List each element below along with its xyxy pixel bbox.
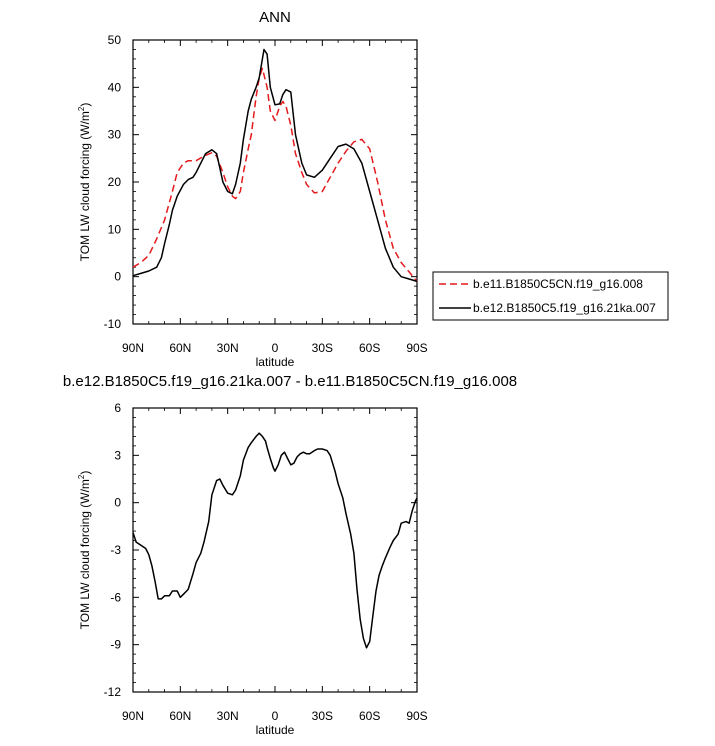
series-line-1 [132, 67, 418, 282]
y-axis-label-main: TOM LW cloud forcing (W/m [78, 111, 92, 261]
y-axis-label-superscript: 2 [77, 474, 86, 479]
plot-frame [132, 407, 418, 693]
legend-label-1: b.e11.B1850C5CN.f19_g16.008 [473, 277, 643, 291]
legend-label-2: b.e12.B1850C5.f19_g16.21ka.007 [473, 301, 656, 315]
y-axis-label-main: TOM LW cloud forcing (W/m [78, 479, 92, 629]
x-tick-label: 30N [217, 341, 239, 355]
y-tick-label: -3 [110, 543, 121, 557]
series-line-2 [132, 48, 418, 283]
y-tick-label: 50 [108, 33, 122, 47]
y-axis-label: TOM LW cloud forcing (W/m2) [77, 103, 92, 262]
y-axis-label: TOM LW cloud forcing (W/m2) [77, 471, 92, 630]
x-tick-label: 30S [312, 709, 333, 723]
chart-title: ANN [259, 9, 291, 26]
y-tick-label: 0 [114, 270, 121, 284]
x-tick-label: 60S [359, 709, 380, 723]
y-tick-label: 30 [108, 128, 122, 142]
legend-box [432, 271, 669, 321]
x-tick-label: 30N [217, 709, 239, 723]
x-tick-label: 60S [359, 341, 380, 355]
legend: b.e11.B1850C5CN.f19_g16.008 b.e12.B1850C5… [432, 271, 669, 321]
series-line-1 [132, 432, 418, 649]
x-tick-label: 90S [406, 709, 427, 723]
chart-panel-2: b.e12.B1850C5.f19_g16.21ka.007 - b.e11.B… [63, 373, 517, 737]
plot-frame [132, 39, 418, 325]
x-tick-label: 0 [272, 709, 279, 723]
y-tick-label: 20 [108, 175, 122, 189]
x-tick-label: 60N [169, 341, 191, 355]
y-tick-label: 40 [108, 80, 122, 94]
x-tick-label: 90S [406, 341, 427, 355]
y-axis-label-tail: ) [78, 471, 92, 475]
y-tick-label: 10 [108, 222, 122, 236]
chart-panel-1: ANN -10 0 10 20 30 40 50 90N 60N 30N 0 30S 60S 90S lati… [77, 9, 669, 369]
x-tick-label: 60N [169, 709, 191, 723]
x-tick-label: 30S [312, 341, 333, 355]
y-tick-label: -10 [104, 317, 122, 331]
y-tick-label: 6 [114, 401, 121, 415]
chart-title: b.e12.B1850C5.f19_g16.21ka.007 - b.e11.B… [63, 373, 517, 390]
y-tick-label: -9 [110, 638, 121, 652]
x-tick-label: 90N [122, 341, 144, 355]
y-tick-label: -12 [104, 685, 122, 699]
y-tick-label: -6 [110, 590, 121, 604]
x-tick-label: 0 [272, 341, 279, 355]
y-tick-label: 0 [114, 496, 121, 510]
y-axis-label-superscript: 2 [77, 106, 86, 111]
x-axis-label: latitude [256, 355, 295, 369]
y-axis-label-tail: ) [78, 103, 92, 107]
x-axis-label: latitude [256, 723, 295, 737]
x-tick-label: 90N [122, 709, 144, 723]
y-tick-label: 3 [114, 448, 121, 462]
